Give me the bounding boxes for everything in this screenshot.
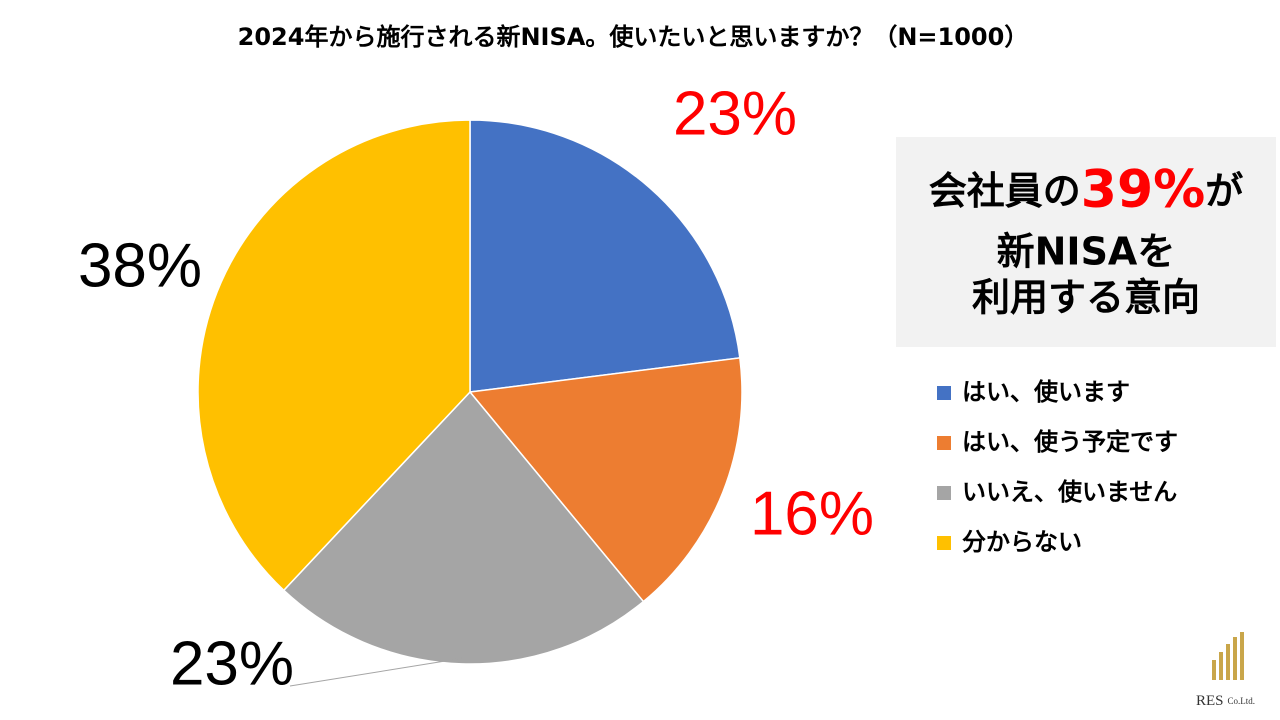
callout-highlight: 39% [1081, 160, 1205, 220]
legend-swatch [937, 536, 951, 550]
logo-bar [1226, 644, 1230, 680]
data-label: 23% [170, 629, 294, 698]
data-label: 16% [750, 479, 874, 548]
legend-label: いいえ、使いません [962, 478, 1177, 506]
logo-text: RES [1196, 693, 1224, 709]
data-label: 38% [78, 231, 202, 300]
callout-text: 利用する意向 [972, 276, 1200, 320]
pie-slice [282, 390, 645, 665]
legend-swatch [937, 486, 951, 500]
legend-label: はい、使う予定です [962, 428, 1178, 456]
logo-bar [1212, 660, 1216, 680]
pie-slice [197, 119, 471, 592]
pie-slice [468, 357, 743, 603]
logo: RES Co.Ltd. [1196, 632, 1255, 709]
callout-box [896, 137, 1276, 347]
leader-line [289, 657, 462, 687]
legend-swatch [937, 386, 951, 400]
legend-label: はい、使います [962, 378, 1130, 406]
logo-bar [1240, 632, 1244, 680]
chart-title: 2024年から施行される新NISA。使いたいと思いますか？（N=1000） [238, 23, 1029, 51]
callout-text: 会社員の [929, 169, 1081, 213]
pie-slice [469, 119, 741, 393]
callout-line: 会社員の39%が [929, 160, 1244, 220]
legend-swatch [937, 436, 951, 450]
callout-text: が [1205, 169, 1243, 213]
logo-suffix: Co.Ltd. [1228, 696, 1256, 706]
logo-name: RES Co.Ltd. [1196, 693, 1255, 709]
logo-bar [1219, 652, 1223, 680]
callout-text: 新NISAを [997, 230, 1176, 274]
legend-label: 分からない [962, 528, 1082, 556]
data-label: 23% [673, 79, 797, 148]
logo-bar [1233, 637, 1237, 680]
